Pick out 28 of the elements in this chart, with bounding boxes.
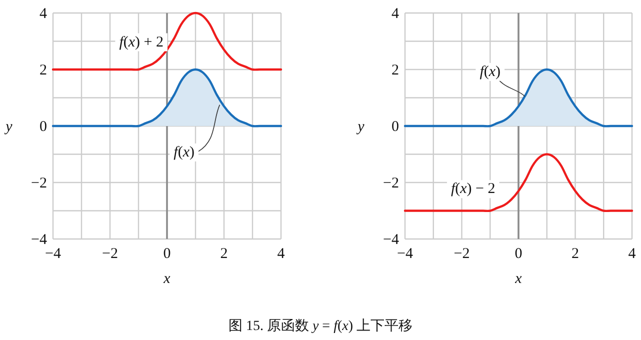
x-tick-label: 4 xyxy=(277,246,286,262)
line-series xyxy=(404,153,634,212)
y-tick-label: 0 xyxy=(392,119,399,135)
y-tick-label: 4 xyxy=(40,6,48,22)
y-tick-label: 4 xyxy=(392,6,400,22)
x-tick-label: −2 xyxy=(454,246,470,262)
y-tick-label: −2 xyxy=(383,176,399,192)
series-label: f(x) + 2 xyxy=(119,34,164,50)
x-tick-label: 0 xyxy=(514,246,522,262)
y-tick-label: 0 xyxy=(40,119,47,135)
y-tick-label: −2 xyxy=(31,176,47,192)
y-tick-label: −4 xyxy=(383,232,400,248)
series-label: f(x) − 2 xyxy=(450,181,496,198)
x-tick-label: 2 xyxy=(572,246,579,262)
y-axis-title: y xyxy=(356,119,365,135)
y-tick-label: 2 xyxy=(40,62,47,78)
x-tick-label: −2 xyxy=(102,246,118,262)
caption: 图 15. 原函数 y = f(x) 上下平移 xyxy=(228,318,413,334)
y-tick-label: −4 xyxy=(31,232,48,248)
series-label: f(x) xyxy=(174,144,195,160)
x-axis-title: x xyxy=(162,271,171,287)
x-tick-label: 0 xyxy=(163,246,171,262)
y-tick-label: 2 xyxy=(392,62,399,78)
series-label: f(x) xyxy=(480,64,501,80)
x-tick-label: 4 xyxy=(628,246,636,262)
y-axis-title: y xyxy=(4,119,13,135)
x-tick-label: 2 xyxy=(220,246,228,262)
x-axis-title: x xyxy=(514,271,522,287)
